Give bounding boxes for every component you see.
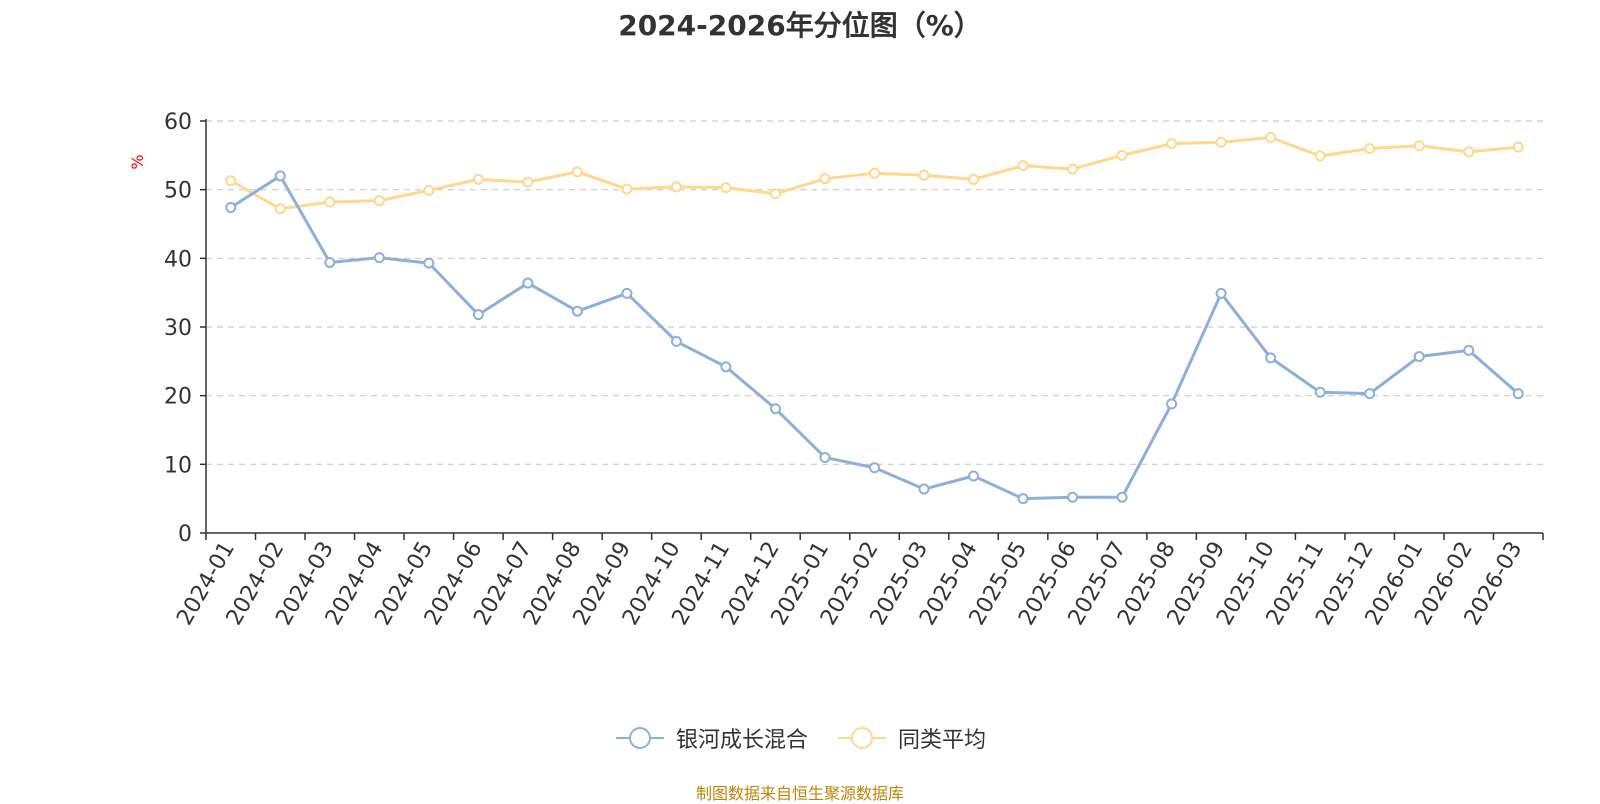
y-axis-label: % xyxy=(128,154,147,169)
data-point xyxy=(1413,140,1425,152)
data-point xyxy=(918,483,930,495)
data-point xyxy=(1067,491,1079,503)
data-point xyxy=(720,361,732,373)
data-point xyxy=(274,170,286,182)
legend-marker-fund-icon xyxy=(615,727,664,749)
legend-label-fund: 银河成长混合 xyxy=(675,728,808,753)
source-footer: 制图数据来自恒生聚源数据库 xyxy=(695,784,904,803)
series-peer-average xyxy=(225,131,1524,215)
series xyxy=(225,131,1524,505)
data-point xyxy=(522,277,534,289)
data-point xyxy=(1265,352,1277,364)
data-point xyxy=(373,195,385,207)
y-tick-label: 50 xyxy=(164,179,192,204)
data-point xyxy=(1512,141,1524,153)
data-point xyxy=(670,335,682,347)
data-point xyxy=(1116,149,1128,161)
data-point xyxy=(918,169,930,181)
data-point xyxy=(720,182,732,194)
data-point xyxy=(324,196,336,208)
data-point xyxy=(621,183,633,195)
data-point xyxy=(869,167,880,179)
data-point xyxy=(1413,351,1425,363)
series-fund xyxy=(225,170,1524,505)
data-point xyxy=(1364,388,1376,400)
data-point xyxy=(869,462,880,474)
series-line xyxy=(229,174,1520,501)
data-point xyxy=(571,166,583,178)
data-point xyxy=(1512,388,1524,400)
data-point xyxy=(324,256,336,268)
data-point xyxy=(670,181,682,193)
data-point xyxy=(769,403,781,415)
data-point xyxy=(819,451,831,463)
data-point xyxy=(968,470,980,482)
data-point xyxy=(1265,131,1277,143)
data-point xyxy=(1116,491,1128,503)
data-point xyxy=(522,176,534,188)
y-tick-label: 20 xyxy=(164,385,192,410)
data-point xyxy=(769,188,781,200)
data-point xyxy=(225,175,237,187)
data-point xyxy=(423,257,435,269)
y-tick-label: 60 xyxy=(164,110,192,135)
y-tick-label: 10 xyxy=(164,453,192,478)
legend: 银河成长混合 同类平均 xyxy=(0,722,1600,754)
data-point xyxy=(1463,146,1475,158)
y-tick-label: 40 xyxy=(164,247,192,272)
data-point xyxy=(274,203,286,215)
data-point xyxy=(968,173,980,185)
y-tick-label: 0 xyxy=(178,522,192,547)
data-point xyxy=(1166,138,1178,150)
axes: 01020304050602024-012024-022024-032024-0… xyxy=(164,110,1544,630)
data-point xyxy=(1364,142,1376,154)
data-point xyxy=(1215,136,1227,148)
data-point xyxy=(423,184,435,196)
data-point xyxy=(571,305,583,317)
data-point xyxy=(1017,160,1029,172)
y-tick-label: 30 xyxy=(164,316,192,341)
data-point xyxy=(1166,398,1178,410)
data-point xyxy=(1215,287,1227,299)
data-point xyxy=(1017,493,1029,505)
data-point xyxy=(819,173,831,185)
data-point xyxy=(1463,344,1475,356)
chart-title: 2024-2026年分位图（%） xyxy=(618,9,982,42)
data-point xyxy=(373,252,385,264)
legend-marker-peer-icon xyxy=(838,727,886,749)
legend-label-peer-average: 同类平均 xyxy=(898,728,987,753)
data-point xyxy=(621,287,633,299)
legend-item-fund[interactable]: 银河成长混合 xyxy=(614,722,808,754)
data-point xyxy=(1314,386,1326,398)
data-point xyxy=(472,309,484,321)
data-point xyxy=(225,202,237,214)
legend-item-peer-average[interactable]: 同类平均 xyxy=(836,722,986,754)
data-point xyxy=(472,173,484,185)
data-point xyxy=(1314,150,1326,162)
data-point xyxy=(1067,163,1079,175)
